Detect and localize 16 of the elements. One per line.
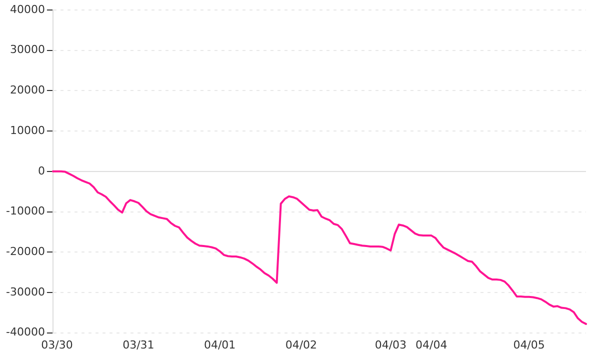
y-tick-label: -30000	[6, 285, 45, 298]
y-tick-label: 10000	[10, 124, 45, 137]
x-tick-label: 04/04	[416, 338, 448, 352]
x-tick-label: 04/02	[285, 338, 318, 352]
y-tick-label: 40000	[10, 2, 45, 16]
y-tick-label: 0	[38, 164, 45, 178]
x-tick-label: 04/03	[374, 338, 407, 352]
y-tick-label: 20000	[10, 84, 45, 97]
y-tick-label: -10000	[6, 204, 45, 218]
x-tick-label: 04/01	[204, 338, 236, 352]
x-tick-label: 03/30	[41, 338, 73, 352]
y-tick-label: 30000	[10, 43, 45, 56]
y-tick-label: -20000	[6, 244, 45, 258]
y-tick-label: -40000	[6, 326, 45, 339]
x-tick-label: 03/31	[122, 338, 154, 352]
x-tick-label: 04/05	[513, 338, 545, 352]
